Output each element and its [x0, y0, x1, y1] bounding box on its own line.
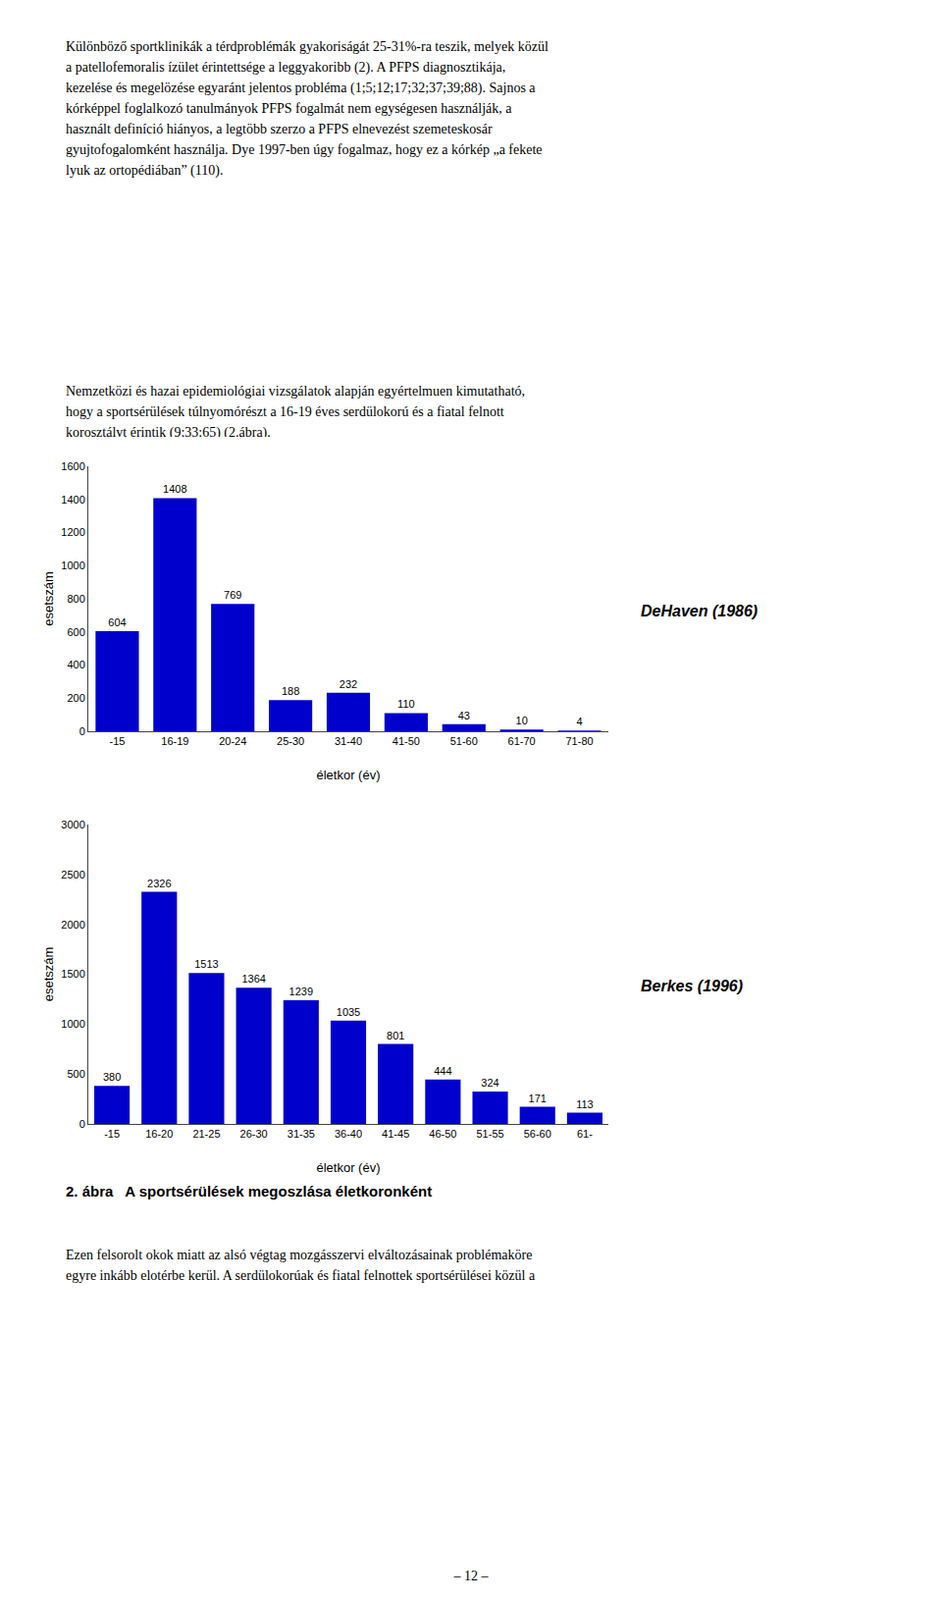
svg-text:171: 171 — [528, 1092, 547, 1104]
html-text:Berkes (1996): Berkes (1996) — [640, 977, 743, 995]
svg-text:500: 500 — [66, 1067, 85, 1080]
svg-text:400: 400 — [66, 658, 85, 671]
svg-text:életkor (év): életkor (év) — [315, 767, 380, 783]
svg-text:324: 324 — [480, 1076, 499, 1089]
html-text:2. ábra A sportsérülések megos: 2. ábra A sportsérülések megoszlása élet… — [65, 1182, 432, 1200]
svg-text:0: 0 — [79, 1117, 86, 1130]
svg-text:31-40: 31-40 — [334, 734, 363, 747]
svg-text:2326: 2326 — [147, 877, 171, 890]
svg-text:200: 200 — [66, 691, 85, 704]
svg-text:51-60: 51-60 — [450, 734, 478, 747]
svg-text:1513: 1513 — [194, 957, 218, 970]
svg-text:61-: 61- — [576, 1127, 593, 1140]
svg-text:1408: 1408 — [162, 482, 187, 495]
svg-text:26-30: 26-30 — [240, 1127, 268, 1140]
svg-text:1364: 1364 — [241, 972, 265, 985]
svg-text:16-19: 16-19 — [160, 734, 189, 747]
svg-text:-15: -15 — [104, 1127, 120, 1140]
svg-text:232: 232 — [339, 678, 358, 690]
svg-text:43: 43 — [458, 709, 471, 722]
svg-text:1200: 1200 — [60, 525, 85, 538]
svg-text:1000: 1000 — [60, 559, 85, 572]
svg-text:2500: 2500 — [60, 868, 85, 881]
html-text:Ezen felsorolt okok miatt az a: Ezen felsorolt okok miatt az alsó végtag… — [65, 1247, 535, 1283]
svg-text:188: 188 — [281, 684, 300, 697]
svg-text:1239: 1239 — [289, 985, 314, 997]
html-text:DeHaven (1986): DeHaven (1986) — [640, 601, 758, 619]
svg-text:21-25: 21-25 — [192, 1127, 220, 1140]
svg-text:-15: -15 — [108, 734, 125, 747]
svg-text:életkor (év): életkor (év) — [315, 1159, 380, 1175]
svg-text:71-80: 71-80 — [565, 734, 593, 747]
svg-text:esetszám: esetszám — [41, 946, 56, 1002]
svg-text:113: 113 — [575, 1098, 594, 1110]
svg-text:1035: 1035 — [336, 1005, 361, 1018]
svg-text:800: 800 — [66, 592, 85, 605]
svg-text:0: 0 — [79, 725, 86, 737]
svg-text:2000: 2000 — [60, 918, 85, 931]
svg-text:110: 110 — [397, 697, 416, 710]
svg-text:1000: 1000 — [60, 1017, 85, 1030]
html-text:– 12 –: – 12 – — [453, 1568, 489, 1583]
svg-text:41-45: 41-45 — [381, 1127, 410, 1140]
svg-text:1500: 1500 — [60, 967, 85, 980]
svg-text:25-30: 25-30 — [276, 734, 305, 747]
svg-text:10: 10 — [516, 714, 528, 727]
html-text:Különböző sportklinikák a térd: Különböző sportklinikák a térdproblémák … — [65, 39, 549, 178]
svg-text:20-24: 20-24 — [218, 734, 247, 747]
svg-text:3000: 3000 — [60, 818, 85, 831]
svg-text:51-55: 51-55 — [475, 1127, 504, 1140]
svg-text:1400: 1400 — [60, 493, 85, 506]
svg-text:31-35: 31-35 — [287, 1127, 315, 1140]
svg-text:769: 769 — [223, 588, 242, 601]
svg-text:56-60: 56-60 — [523, 1127, 552, 1140]
svg-text:61-70: 61-70 — [508, 734, 536, 747]
svg-text:16-20: 16-20 — [145, 1127, 173, 1140]
html-text:Nemzetközi és hazai epidemioló: Nemzetközi és hazai epidemiológiai vizsg… — [65, 383, 526, 440]
svg-text:600: 600 — [66, 626, 85, 638]
svg-text:esetszám: esetszám — [41, 571, 56, 627]
svg-text:36-40: 36-40 — [334, 1127, 363, 1140]
svg-text:801: 801 — [386, 1029, 405, 1042]
svg-text:380: 380 — [103, 1070, 121, 1083]
svg-text:46-50: 46-50 — [428, 1127, 457, 1140]
svg-text:444: 444 — [433, 1064, 452, 1077]
svg-text:1600: 1600 — [60, 460, 85, 472]
svg-text:41-50: 41-50 — [392, 734, 420, 747]
svg-text:4: 4 — [575, 715, 582, 728]
svg-text:604: 604 — [107, 616, 126, 628]
